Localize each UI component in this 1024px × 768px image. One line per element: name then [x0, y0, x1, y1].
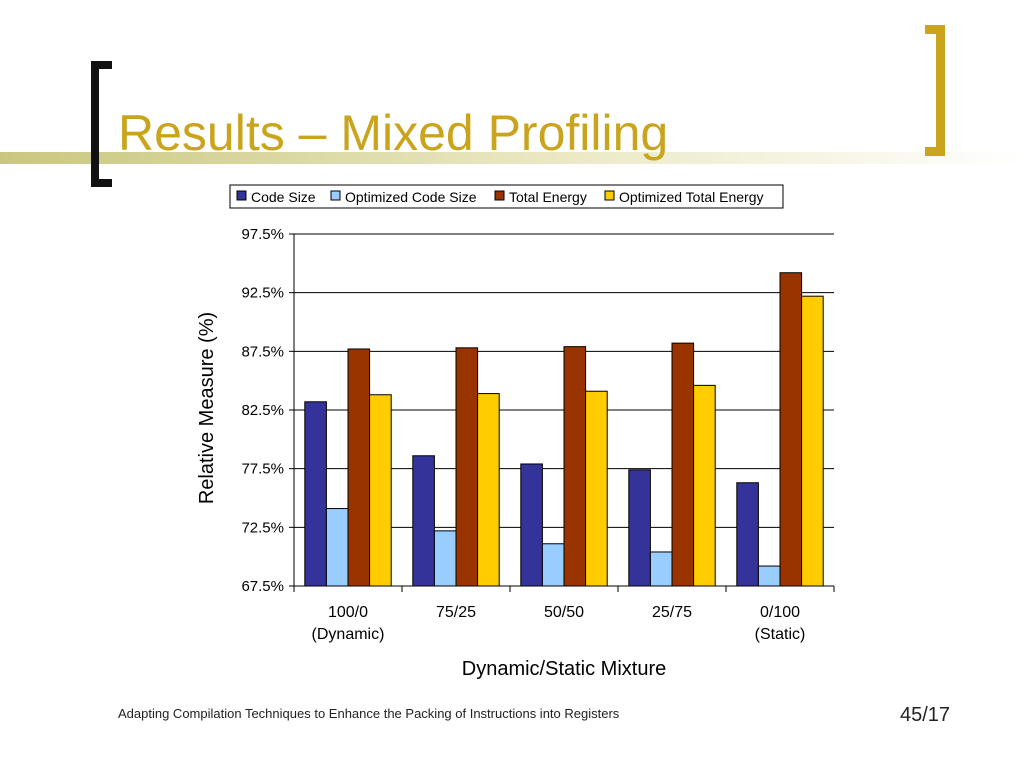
- bar: [325, 508, 349, 587]
- bar: [455, 347, 479, 587]
- bar: [757, 565, 781, 587]
- right-bracket-bottom: [925, 147, 945, 156]
- legend-swatch: [494, 190, 505, 201]
- bar: [649, 551, 673, 587]
- bar: [412, 455, 435, 587]
- slide-title: Results – Mixed Profiling: [118, 105, 669, 161]
- legend-swatch: [604, 190, 615, 201]
- y-axis-title: Relative Measure (%): [196, 312, 218, 504]
- y-tick-label: 67.5%: [241, 578, 284, 595]
- x-tick-label: 25/75: [652, 604, 692, 621]
- title-band: [0, 152, 1024, 164]
- legend-label: Total Energy: [509, 189, 587, 205]
- y-tick-label: 87.5%: [241, 343, 284, 360]
- legend-swatch: [330, 190, 341, 201]
- right-bracket-top: [925, 25, 945, 34]
- x-tick-label: (Dynamic): [312, 626, 385, 643]
- bar: [347, 348, 371, 587]
- x-tick-label: (Static): [755, 626, 806, 643]
- legend: [229, 184, 784, 209]
- bar: [736, 482, 759, 587]
- bar: [369, 394, 392, 587]
- slide-number: 45/17: [900, 704, 951, 726]
- bar: [693, 384, 716, 587]
- right-bracket: [936, 25, 945, 156]
- y-tick-label: 92.5%: [241, 285, 284, 302]
- x-axis-title: Dynamic/Static Mixture: [462, 658, 667, 680]
- y-tick-label: 82.5%: [241, 402, 284, 419]
- legend-label: Optimized Code Size: [345, 189, 477, 205]
- left-bracket-top: [91, 61, 112, 69]
- x-tick-label: 0/100: [760, 604, 800, 621]
- bar: [563, 346, 587, 587]
- bar: [585, 390, 608, 587]
- bar: [628, 469, 651, 587]
- x-tick-label: 100/0: [328, 604, 368, 621]
- bar: [433, 530, 457, 587]
- x-tick-label: 75/25: [436, 604, 476, 621]
- bar: [541, 543, 565, 587]
- legend-label: Optimized Total Energy: [619, 189, 763, 205]
- bar: [671, 342, 695, 587]
- left-bracket-bottom: [91, 179, 112, 187]
- bar: [779, 272, 803, 587]
- legend-label: Code Size: [251, 189, 316, 205]
- legend-swatch: [236, 190, 247, 201]
- y-tick-label: 72.5%: [241, 519, 284, 536]
- y-tick-label: 97.5%: [241, 226, 284, 243]
- x-tick-label: 50/50: [544, 604, 584, 621]
- bar: [801, 295, 824, 587]
- bar: [304, 401, 327, 587]
- bar: [477, 393, 500, 587]
- footer-text: Adapting Compilation Techniques to Enhan…: [118, 706, 620, 721]
- y-tick-label: 77.5%: [241, 461, 284, 478]
- left-bracket: [91, 61, 99, 187]
- bar: [520, 463, 543, 587]
